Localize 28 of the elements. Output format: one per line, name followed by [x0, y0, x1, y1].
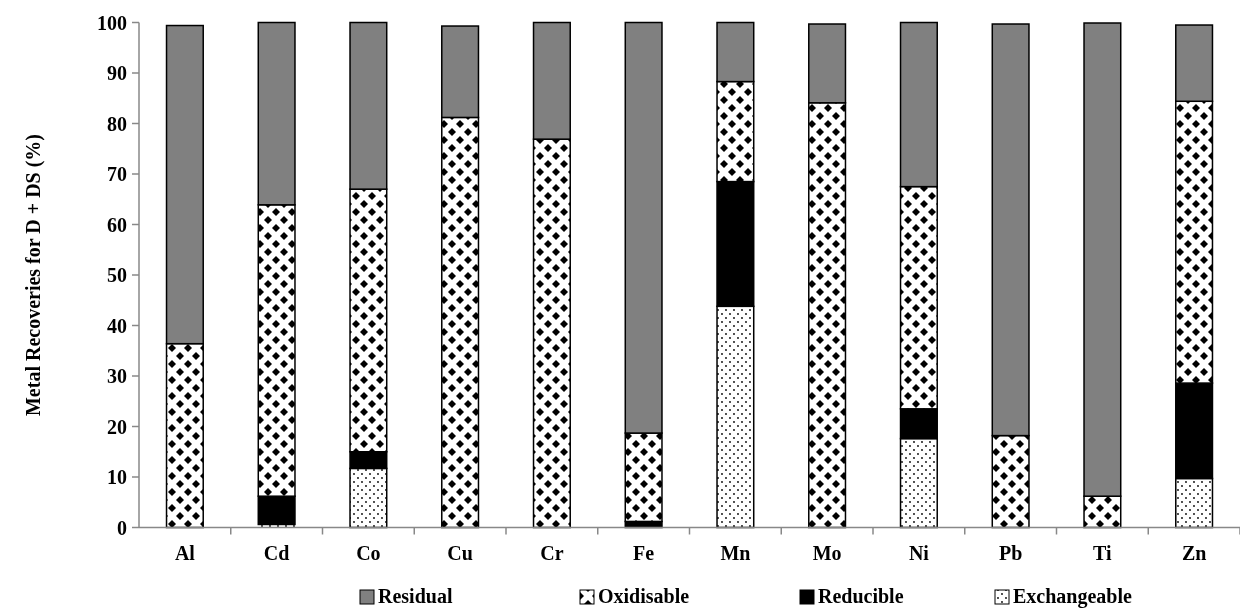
x-tick-label: Fe: [633, 541, 655, 564]
y-tick-label: 70: [107, 163, 127, 185]
x-tick-label: Mo: [812, 541, 842, 564]
y-tick-label: 0: [117, 516, 127, 539]
x-tick-label: Ti: [1093, 541, 1113, 564]
x-tick-label: Cu: [447, 541, 473, 564]
legend-label: Exchangeable: [1013, 585, 1133, 608]
legend-label: Reducible: [818, 585, 904, 607]
y-tick-label: 80: [107, 112, 127, 135]
legend-label: Residual: [378, 585, 453, 607]
y-tick-label: 30: [107, 365, 127, 387]
x-tick-label: Cr: [540, 541, 564, 564]
y-tick-label: 20: [107, 415, 127, 438]
y-tick-label: 40: [107, 314, 127, 337]
x-tick-label: Co: [356, 541, 381, 564]
y-tick-label: 50: [107, 264, 127, 286]
y-tick-label: 90: [107, 62, 127, 84]
y-tick-label: 100: [97, 11, 127, 34]
x-tick-label: Al: [174, 541, 196, 564]
x-tick-label: Mn: [720, 541, 751, 564]
y-tick-label: 10: [107, 466, 127, 488]
y-tick-label: 60: [107, 213, 127, 236]
x-tick-label: Pb: [998, 541, 1023, 564]
x-tick-label: Zn: [1181, 541, 1207, 564]
legend-label: Oxidisable: [598, 585, 690, 607]
x-tick-label: Cd: [263, 541, 290, 564]
y-axis-title: Metal Recoveries for D + DS (%): [22, 133, 45, 417]
x-tick-label: Ni: [908, 541, 930, 564]
